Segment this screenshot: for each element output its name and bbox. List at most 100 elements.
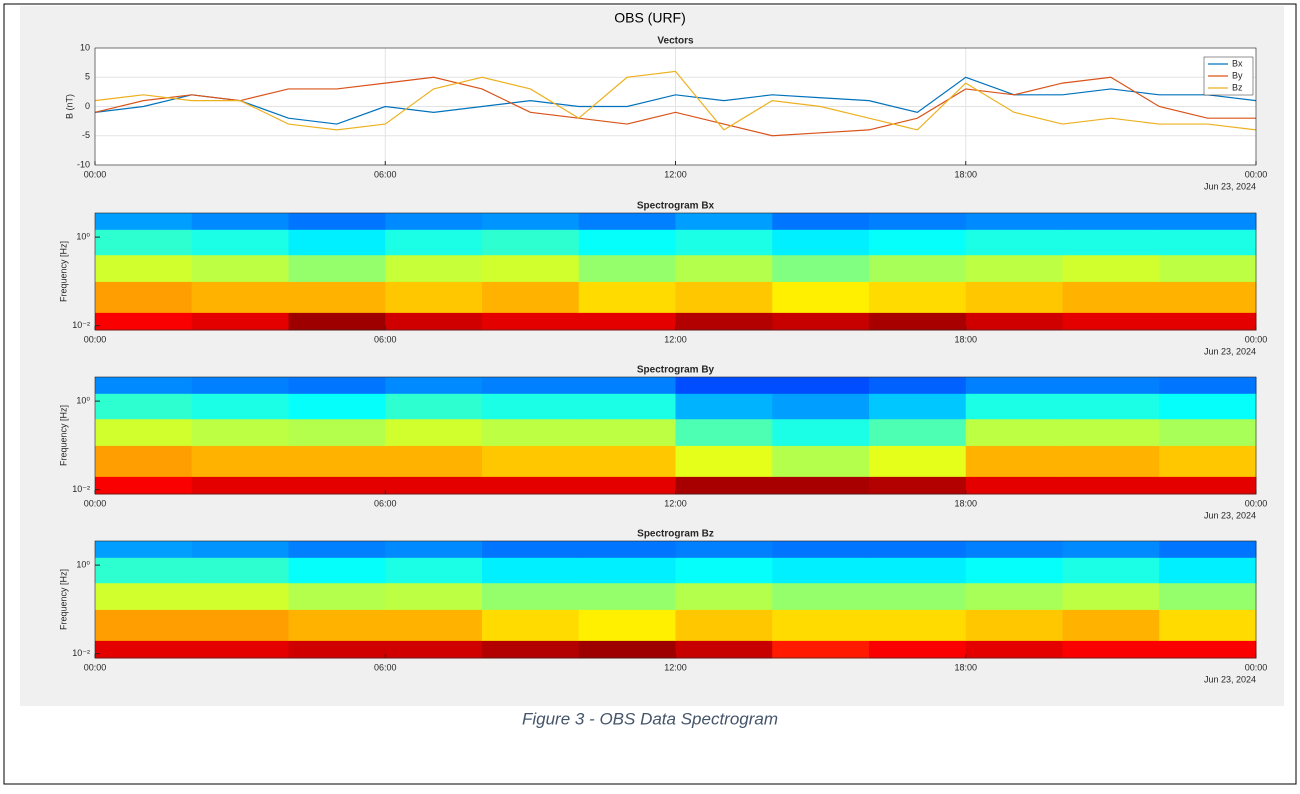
spectrogram-cell	[1159, 312, 1257, 331]
spectrogram-cell	[965, 541, 1063, 558]
series-line	[94, 70, 1257, 131]
spectrogram-cell	[385, 476, 483, 495]
spectrogram-cell	[482, 377, 580, 394]
spectrogram-cell	[288, 445, 386, 477]
x-tick-label: 06:00	[374, 334, 397, 344]
legend-label: Bz	[1232, 82, 1243, 92]
spectrogram-cell	[482, 281, 580, 313]
spectrogram-cell	[482, 229, 580, 256]
x-tick-label: 00:00	[84, 334, 107, 344]
x-date-label: Jun 23, 2024	[1204, 181, 1256, 191]
spectrogram-cell	[1159, 541, 1257, 558]
spectrogram-cell	[95, 609, 193, 641]
spectrogram-cell	[772, 557, 870, 584]
spectrogram-cell	[1062, 213, 1160, 230]
spectrogram-cell	[95, 393, 193, 420]
x-date-label: Jun 23, 2024	[1204, 346, 1256, 356]
spectrogram-cell	[482, 609, 580, 641]
y-tick-label: 10⁻²	[72, 320, 90, 330]
spectrogram-cell	[1159, 445, 1257, 477]
spectrogram-cell	[1062, 609, 1160, 641]
spectrogram-cell	[772, 640, 870, 659]
x-tick-label: 12:00	[664, 498, 687, 508]
spectrogram-cell	[95, 476, 193, 495]
spectrogram-cell	[578, 640, 676, 659]
y-tick-label: 0	[85, 101, 90, 111]
spectrogram-cell	[385, 640, 483, 659]
spectrogram-cell	[965, 229, 1063, 256]
spectrogram-cell	[191, 418, 289, 446]
spectrogram-cell	[869, 312, 967, 331]
spectrogram-cell	[288, 557, 386, 584]
spectrogram-cell	[482, 445, 580, 477]
spectrogram-cell	[869, 229, 967, 256]
spectrogram-cell	[675, 541, 773, 558]
x-tick-label: 12:00	[664, 334, 687, 344]
spectrogram-cell	[1159, 393, 1257, 420]
spectrogram-cell	[675, 418, 773, 446]
spectrogram-cell	[482, 541, 580, 558]
y-tick-label: 10⁰	[76, 395, 90, 405]
spectrogram-cell	[288, 312, 386, 331]
spectrogram-cell	[1062, 557, 1160, 584]
spectrogram-cell	[95, 281, 193, 313]
chart-title: Spectrogram By	[637, 365, 715, 376]
spectrogram-cell	[288, 393, 386, 420]
spectrogram-cell	[1062, 229, 1160, 256]
spectrogram-cell	[385, 229, 483, 256]
x-tick-label: 12:00	[664, 169, 687, 179]
y-tick-label: 10⁰	[76, 231, 90, 241]
spectrogram-cell	[675, 640, 773, 659]
spectrogram-cell	[385, 418, 483, 446]
spectrogram-cell	[1062, 393, 1160, 420]
spectrogram-cell	[869, 281, 967, 313]
spectrogram-cell	[385, 254, 483, 282]
spectrogram-cell	[288, 377, 386, 394]
spectrogram-cell	[965, 393, 1063, 420]
axes-frame	[94, 47, 1257, 166]
spectrogram-cell	[288, 582, 386, 610]
spectrogram-cell	[191, 445, 289, 477]
spectrogram-cell	[965, 557, 1063, 584]
x-tick-label: 06:00	[374, 498, 397, 508]
spectrogram-cell	[191, 476, 289, 495]
x-date-label: Jun 23, 2024	[1204, 674, 1256, 684]
spectrogram-cell	[191, 557, 289, 584]
series-line	[94, 76, 1256, 137]
spectrogram-cell	[869, 393, 967, 420]
spectrogram-cell	[869, 476, 967, 495]
spectrogram-cell	[288, 640, 386, 659]
x-tick-label: 00:00	[84, 662, 107, 672]
spectrogram-cell	[675, 609, 773, 641]
spectrogram-cell	[965, 445, 1063, 477]
spectrogram-cell	[385, 377, 483, 394]
page-frame	[3, 3, 1297, 785]
spectrogram-cell	[288, 541, 386, 558]
spectrogram-cell	[675, 213, 773, 230]
spectrogram-cell	[675, 393, 773, 420]
x-tick-label: 00:00	[84, 169, 107, 179]
spectrogram-cell	[965, 609, 1063, 641]
y-tick-label: 10⁻²	[72, 484, 90, 494]
spectrogram-cell	[1062, 445, 1160, 477]
spectrogram-cell	[869, 609, 967, 641]
spectrogram-cell	[1159, 582, 1257, 610]
spectrogram-cell	[191, 213, 289, 230]
spectrogram-cell	[95, 640, 193, 659]
spectrogram-cell	[675, 254, 773, 282]
spectrogram-cell	[772, 418, 870, 446]
x-tick-label: 18:00	[954, 498, 977, 508]
spectrogram-cell	[1159, 213, 1257, 230]
x-tick-label: 06:00	[374, 662, 397, 672]
spectrogram	[95, 541, 1257, 659]
spectrogram-cell	[1062, 377, 1160, 394]
spectrogram-cell	[965, 640, 1063, 659]
spectrogram-cell	[95, 582, 193, 610]
caption: Figure 3 - OBS Data Spectrogram	[522, 709, 778, 728]
spectrogram-cell	[1159, 229, 1257, 256]
spectrogram-cell	[869, 640, 967, 659]
spectrogram-cell	[482, 582, 580, 610]
spectrogram-cell	[385, 393, 483, 420]
spectrogram-cell	[869, 213, 967, 230]
